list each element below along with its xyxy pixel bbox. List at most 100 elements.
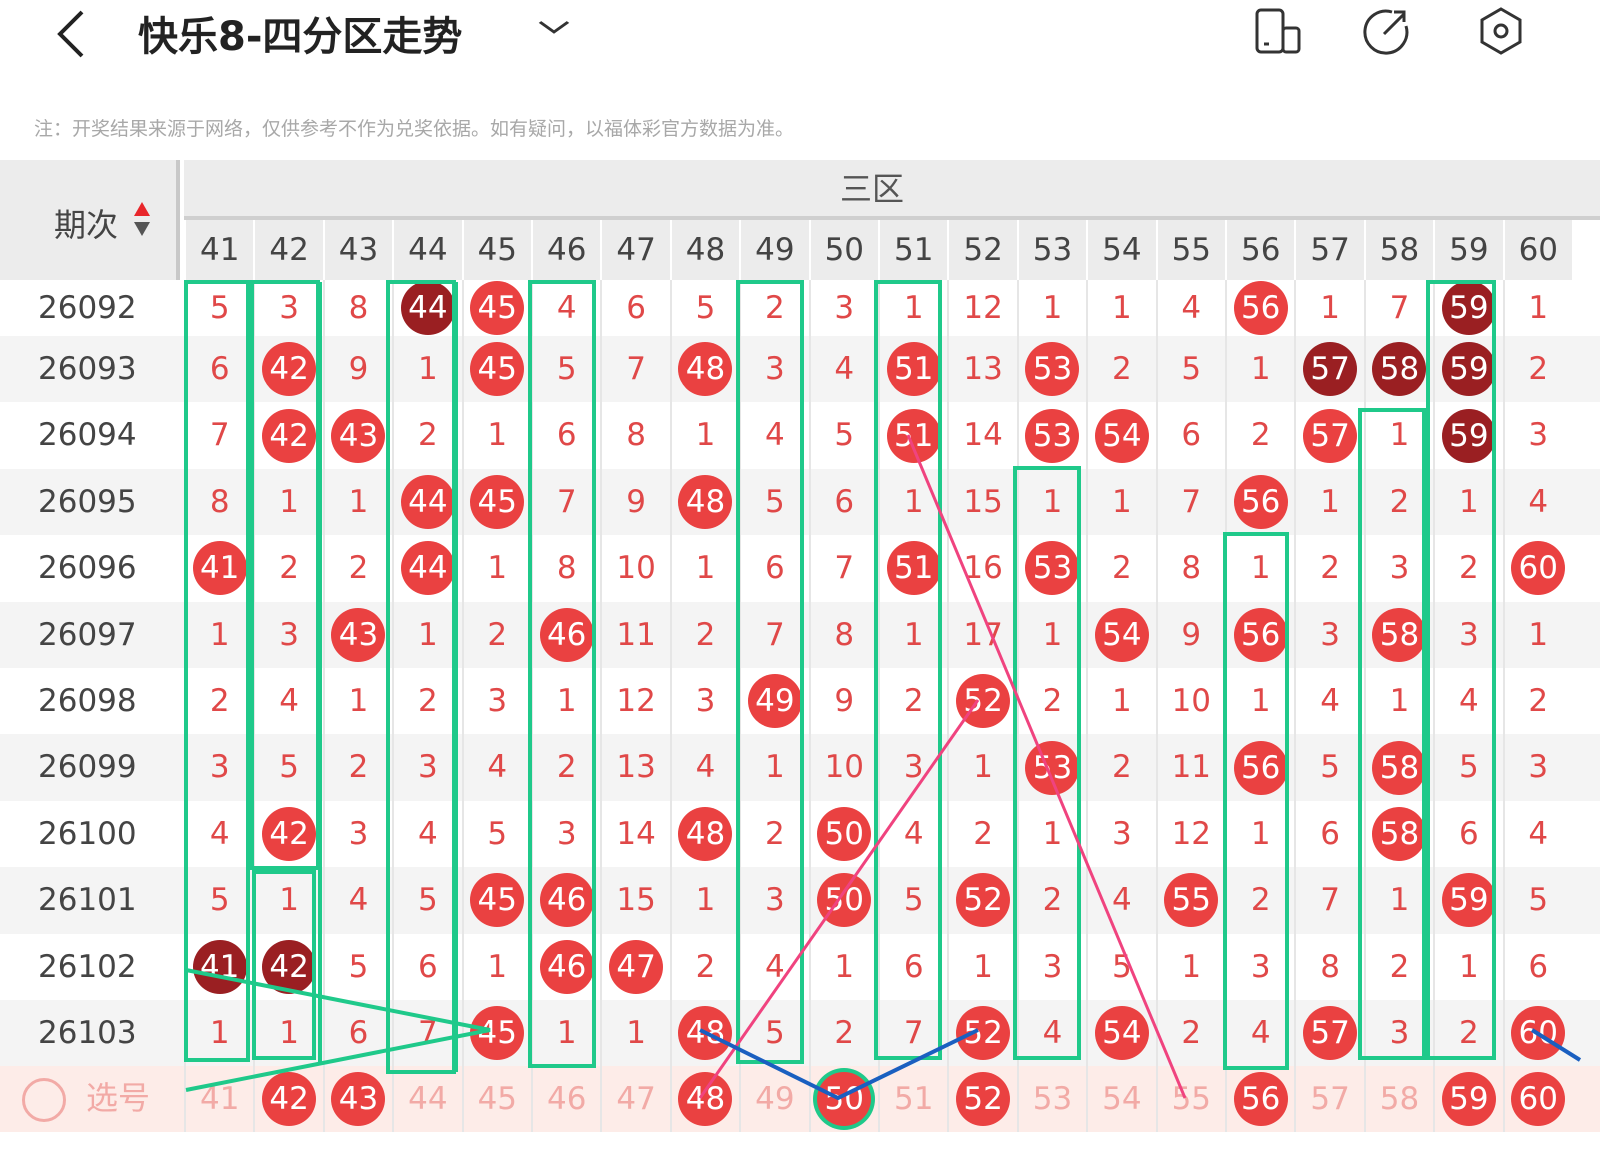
cell-53: 53 [1016,734,1086,801]
chevron-down-icon[interactable] [537,12,571,42]
hit-ball[interactable]: 48 [678,1072,733,1127]
cell-50[interactable]: 50 [808,1066,878,1133]
settings-icon[interactable] [1476,6,1526,56]
cell-46[interactable]: 46 [531,1066,600,1133]
cell-45: 45 [461,280,531,336]
cell-50: 1 [808,933,878,1000]
cell-42: 42 [253,336,322,403]
cell-53: 2 [1016,668,1086,735]
hit-ball: 56 [1233,281,1288,335]
select-radio[interactable] [22,1078,66,1123]
repeat-hit-ball: 41 [192,939,247,994]
hit-ball: 57 [1303,408,1358,463]
zone-header: 三区 [184,160,1600,220]
cell-55: 12 [1155,800,1225,868]
cell-51: 1 [878,601,947,668]
cell-53: 2 [1016,867,1086,934]
hit-ball[interactable]: 42 [262,1072,317,1127]
cell-42: 42 [253,800,322,868]
cell-53: 3 [1016,933,1086,1000]
hit-ball: 41 [192,541,247,596]
phone-rotate-icon[interactable] [1254,6,1304,56]
cell-43: 43 [322,601,392,668]
back-chevron-icon[interactable] [48,6,98,58]
cell-41: 4 [184,800,253,868]
repeat-hit-ball: 58 [1372,342,1427,397]
cell-51[interactable]: 51 [878,1066,947,1133]
cell-41: 1 [184,601,253,668]
cell-59[interactable]: 59 [1433,1066,1502,1133]
cell-60: 6 [1502,933,1572,1000]
cell-55[interactable]: 55 [1155,1066,1225,1133]
cell-47: 7 [600,336,669,403]
cell-57[interactable]: 57 [1294,1066,1363,1133]
cell-53[interactable]: 53 [1016,1066,1086,1133]
hit-ball[interactable]: 52 [956,1072,1011,1127]
cell-41: 2 [184,668,253,735]
hit-ball: 43 [331,408,386,463]
cell-55: 2 [1155,1000,1225,1067]
cell-58[interactable]: 58 [1363,1066,1433,1133]
cell-56[interactable]: 56 [1225,1066,1294,1133]
cell-49: 5 [739,468,808,536]
cell-54: 54 [1086,601,1155,668]
repeat-hit-ball: 59 [1441,281,1496,335]
page-title[interactable]: 快乐8-四分区走势 [138,14,463,60]
cell-41[interactable]: 41 [184,1066,253,1133]
cell-52[interactable]: 52 [947,1066,1016,1133]
hit-ball: 45 [470,873,525,928]
sort-icon[interactable] [132,200,152,240]
column-header-45: 45 [461,220,531,280]
hit-ball: 57 [1303,1006,1358,1061]
cell-41: 3 [184,734,253,801]
cell-45: 45 [461,468,531,536]
cell-44: 1 [392,336,461,403]
cell-49[interactable]: 49 [739,1066,808,1133]
cell-46: 46 [531,933,600,1000]
cell-41: 41 [184,535,253,602]
cell-51: 51 [878,336,947,403]
cell-44[interactable]: 44 [392,1066,461,1133]
cell-43[interactable]: 43 [322,1066,392,1133]
cell-41: 5 [184,867,253,934]
cell-52: 12 [947,280,1016,336]
cell-49: 4 [739,402,808,469]
cell-43: 6 [322,1000,392,1067]
cell-43: 8 [322,280,392,336]
hit-ball[interactable]: 56 [1233,1072,1288,1127]
cell-46: 5 [531,336,600,403]
hit-ball: 42 [262,806,317,861]
hit-ball[interactable]: 60 [1511,1072,1566,1127]
cell-54: 2 [1086,734,1155,801]
cell-48[interactable]: 48 [669,1066,739,1133]
column-header-42: 42 [253,220,323,280]
cell-60: 4 [1502,468,1572,536]
cell-49: 6 [739,535,808,602]
hit-ball[interactable]: 59 [1441,1072,1496,1127]
cell-43: 1 [322,668,392,735]
cell-54[interactable]: 54 [1086,1066,1155,1133]
period-cell: 26101 [38,882,137,919]
cell-42[interactable]: 42 [253,1066,322,1133]
cell-43: 3 [322,800,392,868]
cell-47: 13 [600,734,669,801]
table-row: 26103 1 1 6 7 45 1 1 48 5 2 7 52 4 54 2 4 57 3 2 60 [0,1000,1600,1067]
column-header-50: 50 [808,220,878,280]
hit-ball[interactable]: 50 [817,1072,872,1127]
hit-ball[interactable]: 43 [331,1072,386,1127]
hit-ball: 50 [817,873,872,928]
cell-60[interactable]: 60 [1502,1066,1572,1133]
hit-ball: 53 [1025,541,1080,596]
cell-50: 2 [808,1000,878,1067]
cell-59: 59 [1433,336,1502,403]
cell-44: 4 [392,800,461,868]
table-row: 26098 2 4 1 2 3 1 12 3 49 9 2 52 2 1 10 1 4 1 4 2 [0,668,1600,735]
period-cell: 26103 [38,1015,137,1051]
period-header[interactable]: 期次 [0,160,180,280]
column-header-60: 60 [1502,220,1572,280]
cell-45[interactable]: 45 [461,1066,531,1133]
cell-47[interactable]: 47 [600,1066,669,1133]
cell-59: 4 [1433,668,1502,735]
select-label[interactable]: 选号 [86,1079,151,1118]
share-icon[interactable] [1362,6,1412,56]
